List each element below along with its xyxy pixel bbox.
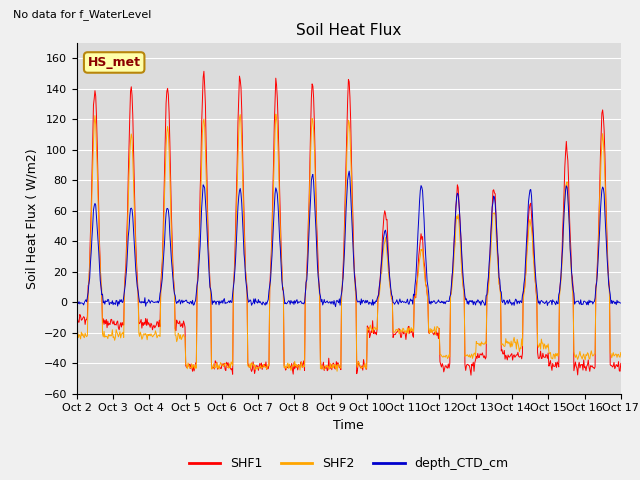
SHF2 bbox=[194, 276, 202, 282]
SHF2 bbox=[617, 349, 625, 355]
depth_CTD_cm bbox=[332, 304, 339, 310]
SHF1 bbox=[431, 331, 439, 337]
SHF1 bbox=[223, 362, 231, 368]
depth_CTD_cm bbox=[223, 300, 230, 306]
SHF1 bbox=[617, 360, 625, 366]
SHF2 bbox=[417, 253, 424, 259]
SHF2 bbox=[223, 362, 230, 368]
depth_CTD_cm bbox=[139, 300, 147, 305]
Line: depth_CTD_cm: depth_CTD_cm bbox=[77, 171, 621, 307]
SHF2 bbox=[73, 335, 81, 340]
Title: Soil Heat Flux: Soil Heat Flux bbox=[296, 23, 401, 38]
Text: HS_met: HS_met bbox=[88, 56, 141, 69]
SHF2 bbox=[139, 335, 147, 341]
depth_CTD_cm bbox=[617, 300, 625, 306]
SHF1 bbox=[83, 317, 90, 323]
depth_CTD_cm bbox=[417, 188, 424, 193]
SHF1 bbox=[467, 372, 475, 378]
Line: SHF1: SHF1 bbox=[77, 72, 621, 375]
depth_CTD_cm bbox=[433, 300, 440, 306]
SHF2 bbox=[83, 334, 90, 339]
Y-axis label: Soil Heat Flux ( W/m2): Soil Heat Flux ( W/m2) bbox=[25, 148, 38, 288]
SHF1 bbox=[194, 272, 202, 277]
SHF2 bbox=[333, 368, 341, 374]
X-axis label: Time: Time bbox=[333, 419, 364, 432]
Line: SHF2: SHF2 bbox=[77, 114, 621, 371]
SHF1 bbox=[139, 320, 147, 325]
depth_CTD_cm bbox=[194, 277, 202, 283]
Legend: SHF1, SHF2, depth_CTD_cm: SHF1, SHF2, depth_CTD_cm bbox=[184, 453, 514, 475]
depth_CTD_cm bbox=[83, 299, 90, 305]
SHF1 bbox=[416, 246, 424, 252]
SHF1 bbox=[73, 318, 81, 324]
Text: No data for f_WaterLevel: No data for f_WaterLevel bbox=[13, 9, 151, 20]
SHF1 bbox=[200, 69, 208, 74]
SHF2 bbox=[433, 328, 440, 334]
depth_CTD_cm bbox=[346, 168, 353, 174]
depth_CTD_cm bbox=[73, 299, 81, 305]
SHF2 bbox=[272, 111, 280, 117]
